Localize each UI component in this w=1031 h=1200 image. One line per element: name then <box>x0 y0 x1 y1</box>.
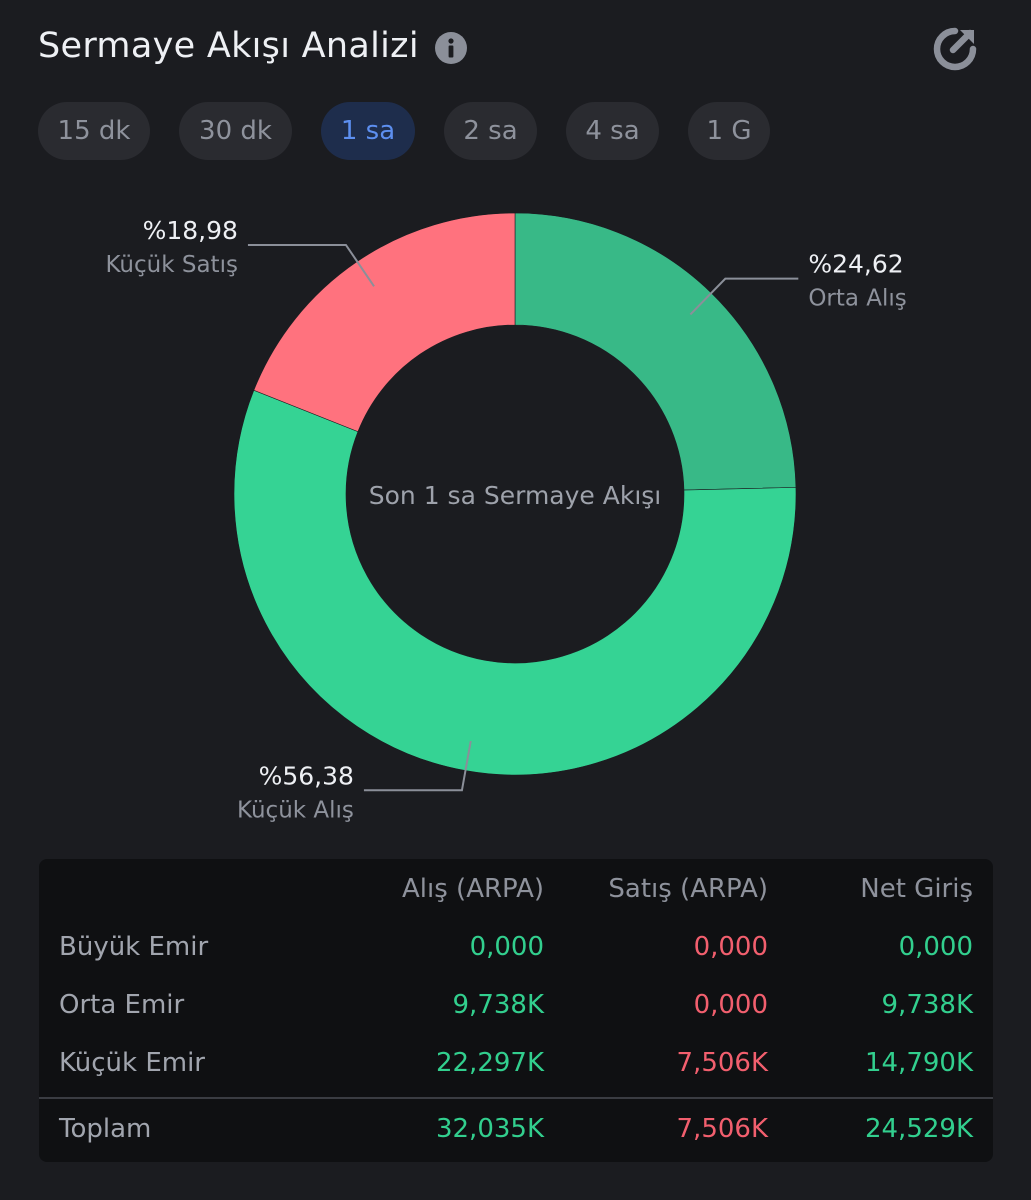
tab-1g[interactable]: 1 G <box>688 102 770 160</box>
table-row: Küçük Emir 22,297K 7,506K 14,790K <box>39 1048 993 1088</box>
row-label: Küçük Emir <box>59 1048 205 1078</box>
table-total-row: Toplam 32,035K 7,506K 24,529K <box>39 1114 993 1154</box>
capital-flow-donut-chart: Son 1 sa Sermaye Akışı %24,62 Orta Alış %56… <box>105 212 907 823</box>
table-row: Orta Emir 9,738K 0,000 9,738K <box>39 990 993 1030</box>
header: Sermaye Akışı Analizi <box>38 26 467 66</box>
header-buy: Alış (ARPA) <box>402 874 544 904</box>
interval-tabs: 15 dk 30 dk 1 sa 2 sa 4 sa 1 G <box>38 102 799 160</box>
table-header-row: Alış (ARPA) Satış (ARPA) Net Giriş <box>39 874 993 914</box>
tab-label: 1 sa <box>340 116 396 146</box>
donut-center-label: Son 1 sa Sermaye Akışı <box>369 481 661 510</box>
slice-percent-label: %24,62 <box>808 250 903 279</box>
total-net: 24,529K <box>864 1114 973 1144</box>
row-net: 9,738K <box>881 990 973 1020</box>
slice-kucuk-alis <box>233 389 797 776</box>
row-net: 0,000 <box>898 932 973 962</box>
slice-name-label: Orta Alış <box>808 286 906 312</box>
info-icon[interactable] <box>434 32 467 64</box>
header-sell: Satış (ARPA) <box>608 874 768 904</box>
tab-2sa[interactable]: 2 sa <box>444 102 537 160</box>
total-sell: 7,506K <box>676 1114 768 1144</box>
leader-line <box>363 740 472 792</box>
row-buy: 0,000 <box>469 932 544 962</box>
row-label: Orta Emir <box>59 990 185 1020</box>
slice-name-label: Küçük Alış <box>237 797 354 823</box>
tab-label: 1 G <box>706 116 752 146</box>
info-glyph <box>448 38 454 58</box>
tab-30dk[interactable]: 30 dk <box>179 102 292 160</box>
row-net: 14,790K <box>864 1048 973 1078</box>
refresh-icon[interactable] <box>930 24 980 74</box>
total-buy: 32,035K <box>435 1114 544 1144</box>
flow-table: Alış (ARPA) Satış (ARPA) Net Giriş Büyük… <box>39 859 993 1162</box>
row-buy: 9,738K <box>452 990 544 1020</box>
slice-kucuk-satis <box>253 212 516 433</box>
tab-4sa[interactable]: 4 sa <box>566 102 659 160</box>
row-sell: 0,000 <box>693 990 768 1020</box>
table-row: Büyük Emir 0,000 0,000 0,000 <box>39 932 993 972</box>
slice-name-label: Küçük Satış <box>105 252 237 278</box>
leader-line <box>247 243 375 287</box>
leader-line <box>689 277 799 316</box>
total-label: Toplam <box>59 1114 152 1144</box>
row-label: Büyük Emir <box>59 932 209 962</box>
header-net: Net Giriş <box>860 874 973 904</box>
tab-label: 4 sa <box>585 116 640 146</box>
tab-1sa[interactable]: 1 sa <box>321 102 415 160</box>
row-sell: 0,000 <box>693 932 768 962</box>
tab-label: 2 sa <box>463 116 518 146</box>
tab-label: 15 dk <box>57 116 131 146</box>
row-buy: 22,297K <box>435 1048 544 1078</box>
slice-percent-label: %18,98 <box>143 216 238 245</box>
tab-15dk[interactable]: 15 dk <box>38 102 150 160</box>
slice-orta-alis <box>514 212 797 491</box>
slice-percent-label: %56,38 <box>259 761 354 790</box>
row-sell: 7,506K <box>676 1048 768 1078</box>
page-title: Sermaye Akışı Analizi <box>38 26 419 66</box>
table-divider <box>39 1097 993 1099</box>
tab-label: 30 dk <box>199 116 272 146</box>
